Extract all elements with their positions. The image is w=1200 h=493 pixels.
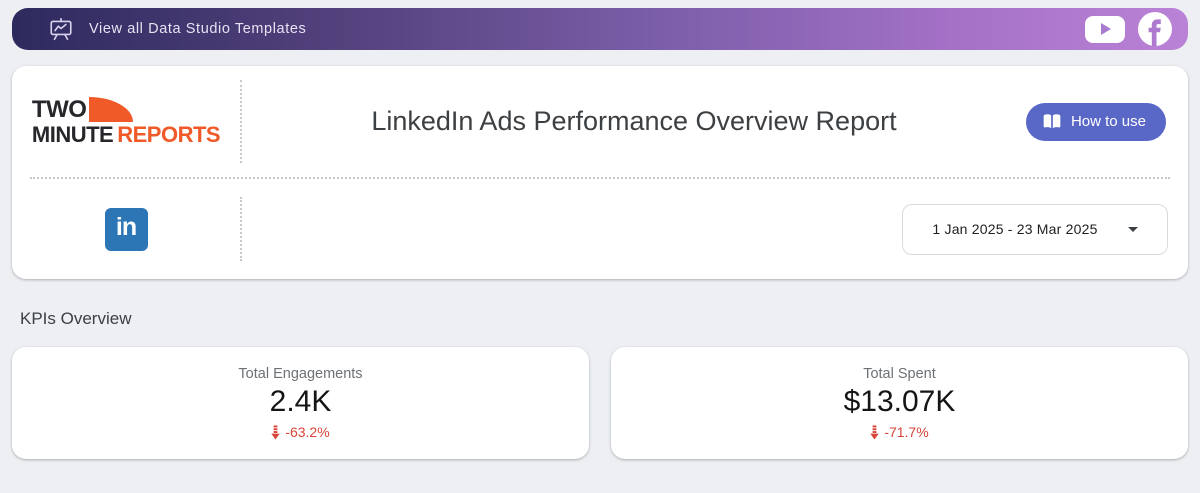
youtube-play-triangle: [1101, 23, 1111, 35]
kpi-label: Total Spent: [863, 366, 936, 382]
templates-banner[interactable]: View all Data Studio Templates: [12, 8, 1188, 50]
logo-row-1: TWO: [32, 97, 220, 122]
how-to-use-label: How to use: [1070, 113, 1146, 130]
linkedin-in-glyph: in: [115, 213, 137, 241]
caret-down-icon: [1127, 226, 1138, 232]
kpi-card-row: Total Engagements 2.4K -63.2% Total Spen…: [12, 347, 1188, 459]
logo-cell: TWO MINUTE REPORTS: [12, 66, 240, 177]
kpi-label: Total Engagements: [238, 366, 363, 382]
linkedin-icon: in: [104, 207, 148, 251]
presentation-chart-icon: [48, 16, 74, 42]
youtube-icon[interactable]: [1085, 15, 1125, 43]
logo-word-two: TWO: [31, 96, 87, 123]
kpi-delta: -71.7%: [870, 424, 929, 440]
horizontal-dotted-divider: [30, 177, 1170, 179]
kpi-value: $13.07K: [843, 385, 956, 418]
date-range-selector[interactable]: 1 Jan 2025 - 23 Mar 2025: [902, 203, 1168, 255]
open-book-icon: [1042, 113, 1062, 130]
vertical-dotted-divider-2: [240, 197, 242, 261]
kpi-delta: -63.2%: [271, 424, 330, 440]
report-header-card: TWO MINUTE REPORTS LinkedIn Ads Performa…: [12, 66, 1188, 279]
kpis-section-title: KPIs Overview: [20, 309, 132, 328]
how-to-use-button[interactable]: How to use: [1025, 102, 1166, 141]
header-top-row: TWO MINUTE REPORTS LinkedIn Ads Performa…: [12, 66, 1188, 177]
banner-label: View all Data Studio Templates: [89, 21, 307, 37]
kpi-card-total-engagements: Total Engagements 2.4K -63.2%: [12, 347, 589, 459]
trend-down-arrow-icon: [271, 425, 281, 440]
logo-quarter-circle-shape: [89, 97, 134, 122]
spacer: [242, 179, 902, 279]
title-cell: LinkedIn Ads Performance Overview Report: [242, 66, 1026, 177]
logo-word-minute: MINUTE: [31, 122, 114, 147]
two-minute-reports-logo: TWO MINUTE REPORTS: [31, 97, 221, 147]
trend-down-arrow-icon: [870, 425, 880, 440]
date-cell: 1 Jan 2025 - 23 Mar 2025: [902, 179, 1188, 279]
kpi-delta-value: -63.2%: [285, 424, 330, 440]
kpi-card-total-spent: Total Spent $13.07K -71.7%: [611, 347, 1188, 459]
facebook-icon[interactable]: [1138, 12, 1172, 46]
vertical-dotted-divider: [240, 80, 242, 163]
logo-row-2: MINUTE REPORTS: [31, 122, 221, 147]
kpi-value: 2.4K: [269, 385, 332, 418]
button-cell: How to use: [1025, 66, 1188, 177]
banner-social-icons: [1085, 12, 1172, 46]
page-title: LinkedIn Ads Performance Overview Report: [371, 106, 897, 136]
date-range-value: 1 Jan 2025 - 23 Mar 2025: [932, 221, 1098, 237]
kpi-delta-value: -71.7%: [884, 424, 929, 440]
platform-cell: in: [12, 179, 240, 279]
header-bottom-row: in 1 Jan 2025 - 23 Mar 2025: [12, 179, 1188, 279]
logo-word-reports: REPORTS: [117, 122, 221, 147]
